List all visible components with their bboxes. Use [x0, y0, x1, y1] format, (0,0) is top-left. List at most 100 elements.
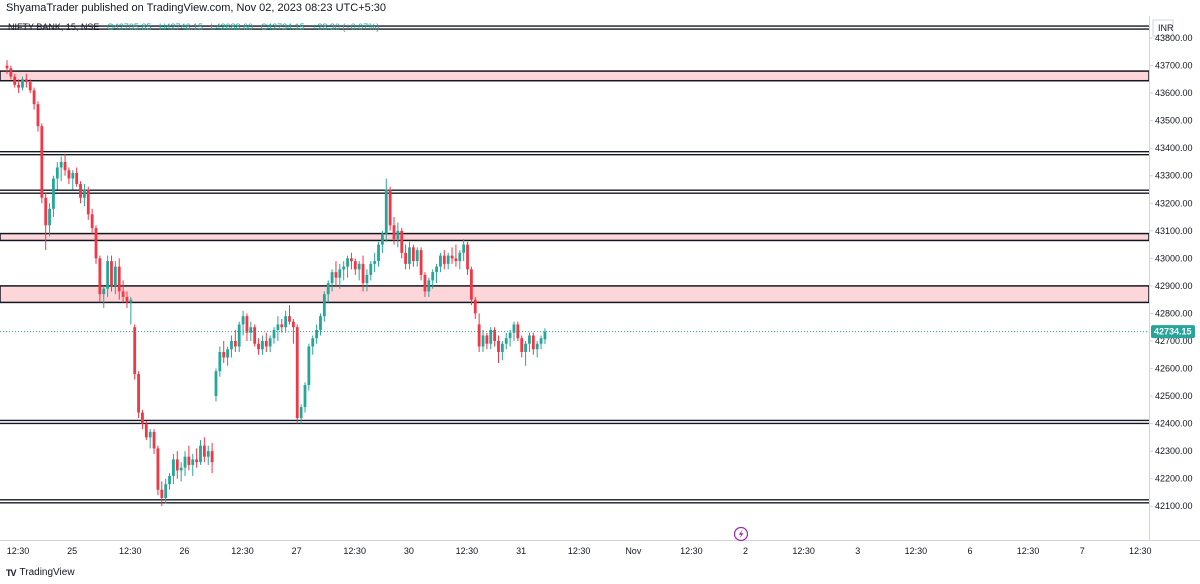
- candle-body: [179, 467, 183, 471]
- candle-body: [90, 214, 94, 229]
- y-tick-label: 42300.00: [1155, 446, 1193, 456]
- x-tick-label: 12:30: [1129, 546, 1152, 556]
- price-axis[interactable]: 43800.00 43700.00 43600.00 43500.00 43400.00…: [1149, 33, 1193, 511]
- candle-body: [218, 352, 222, 372]
- published-by-text: ShyamaTrader published on TradingView.co…: [6, 2, 387, 14]
- candle-body: [48, 208, 51, 226]
- candle-body: [168, 475, 171, 485]
- y-tick-label: 43600.00: [1155, 88, 1193, 98]
- candle-body: [191, 459, 195, 465]
- lightning-bolt-icon[interactable]: [733, 526, 749, 542]
- x-tick-label: 12:30: [568, 546, 591, 556]
- candle-body: [117, 266, 121, 292]
- x-tick-label: 12:30: [119, 546, 142, 556]
- currency-label: INR: [1158, 23, 1174, 33]
- candle-body: [214, 371, 218, 397]
- candle-body: [303, 385, 307, 408]
- x-tick-label: 26: [179, 546, 189, 556]
- candle-body: [380, 233, 384, 245]
- candle-body: [24, 79, 28, 83]
- candle-body: [446, 255, 450, 264]
- candle-body: [404, 252, 408, 264]
- legend-symbol: NIFTY BANK, 15, NSE: [8, 22, 99, 32]
- candle-body: [353, 261, 357, 270]
- candle-body: [361, 263, 365, 284]
- candle-body: [512, 324, 516, 333]
- candle-body: [52, 178, 55, 209]
- x-tick-label: 12:30: [680, 546, 703, 556]
- y-tick-label: 43700.00: [1155, 61, 1193, 71]
- last-price-tag-bg: [1151, 325, 1195, 339]
- y-tick-label: 42700.00: [1155, 336, 1193, 346]
- candle-body: [5, 65, 9, 69]
- candle-body: [373, 261, 377, 264]
- candle-body: [481, 335, 485, 347]
- candle-body: [237, 324, 241, 347]
- candle-body: [477, 324, 481, 347]
- legend-open: O42705.85: [107, 22, 152, 32]
- candle-body: [187, 456, 191, 465]
- candle-body: [342, 266, 346, 270]
- x-tick-label: 12:30: [1017, 546, 1040, 556]
- candle-body: [396, 230, 400, 240]
- x-tick-label: 27: [292, 546, 302, 556]
- candle-body: [334, 272, 338, 278]
- supply-demand-zones: [0, 70, 1150, 304]
- x-tick-label: 6: [968, 546, 973, 556]
- x-tick-label: 2: [743, 546, 748, 556]
- candle-body: [520, 338, 524, 352]
- candle-body: [249, 327, 253, 333]
- candle-body: [524, 343, 527, 352]
- candle-body: [543, 331, 547, 340]
- x-tick-label: Nov: [625, 546, 642, 556]
- candle-body: [493, 329, 497, 341]
- candle-body: [40, 126, 44, 198]
- candle-body: [508, 332, 512, 339]
- candle-body: [226, 349, 229, 358]
- candle-body: [531, 335, 535, 350]
- candle-body: [315, 329, 318, 339]
- y-tick-label: 43400.00: [1155, 143, 1193, 153]
- x-tick-label: 30: [404, 546, 414, 556]
- legend-high: H42746.15: [159, 22, 203, 32]
- legend-close: C42734.15: [261, 22, 305, 32]
- candle-body: [311, 338, 315, 347]
- y-tick-label: 43000.00: [1155, 253, 1193, 263]
- candle-body: [458, 252, 462, 262]
- candle-body: [319, 316, 322, 330]
- candle-body: [473, 299, 477, 314]
- tradingview-footer: TV TradingView: [6, 567, 75, 578]
- x-tick-label: 12:30: [792, 546, 815, 556]
- candle-body: [206, 451, 210, 457]
- candle-body: [172, 459, 175, 476]
- y-tick-label: 42200.00: [1155, 474, 1193, 484]
- x-tick-label: 12:30: [231, 546, 254, 556]
- candle-body: [175, 459, 179, 471]
- candle-body: [442, 255, 446, 264]
- candle-body: [268, 338, 272, 347]
- candle-body: [202, 445, 206, 457]
- candle-body: [148, 431, 152, 438]
- candle-body: [419, 250, 423, 275]
- x-tick-label: 3: [855, 546, 860, 556]
- zone-rect: [0, 70, 1150, 82]
- y-tick-label: 43800.00: [1155, 33, 1193, 43]
- candle-body: [133, 327, 137, 375]
- candle-body: [462, 244, 466, 253]
- candle-body: [79, 184, 82, 198]
- candle-body: [357, 263, 361, 270]
- candle-body: [535, 343, 539, 350]
- candle-body: [125, 296, 129, 303]
- currency-box[interactable]: [1152, 19, 1174, 37]
- candle-body: [435, 266, 438, 273]
- zone-rect: [0, 232, 1150, 242]
- x-tick-label: 7: [1080, 546, 1085, 556]
- candle-body: [160, 489, 164, 498]
- candle-body: [423, 274, 427, 292]
- candle-body: [284, 316, 288, 328]
- candle-body: [245, 316, 249, 333]
- candle-body: [454, 258, 458, 262]
- last-price-tag-label: 42734.15: [1154, 327, 1192, 337]
- time-axis[interactable]: 12:30 25 12:30 26 12:30 27 12:30 30 12:30 31 12:30…: [7, 546, 1152, 556]
